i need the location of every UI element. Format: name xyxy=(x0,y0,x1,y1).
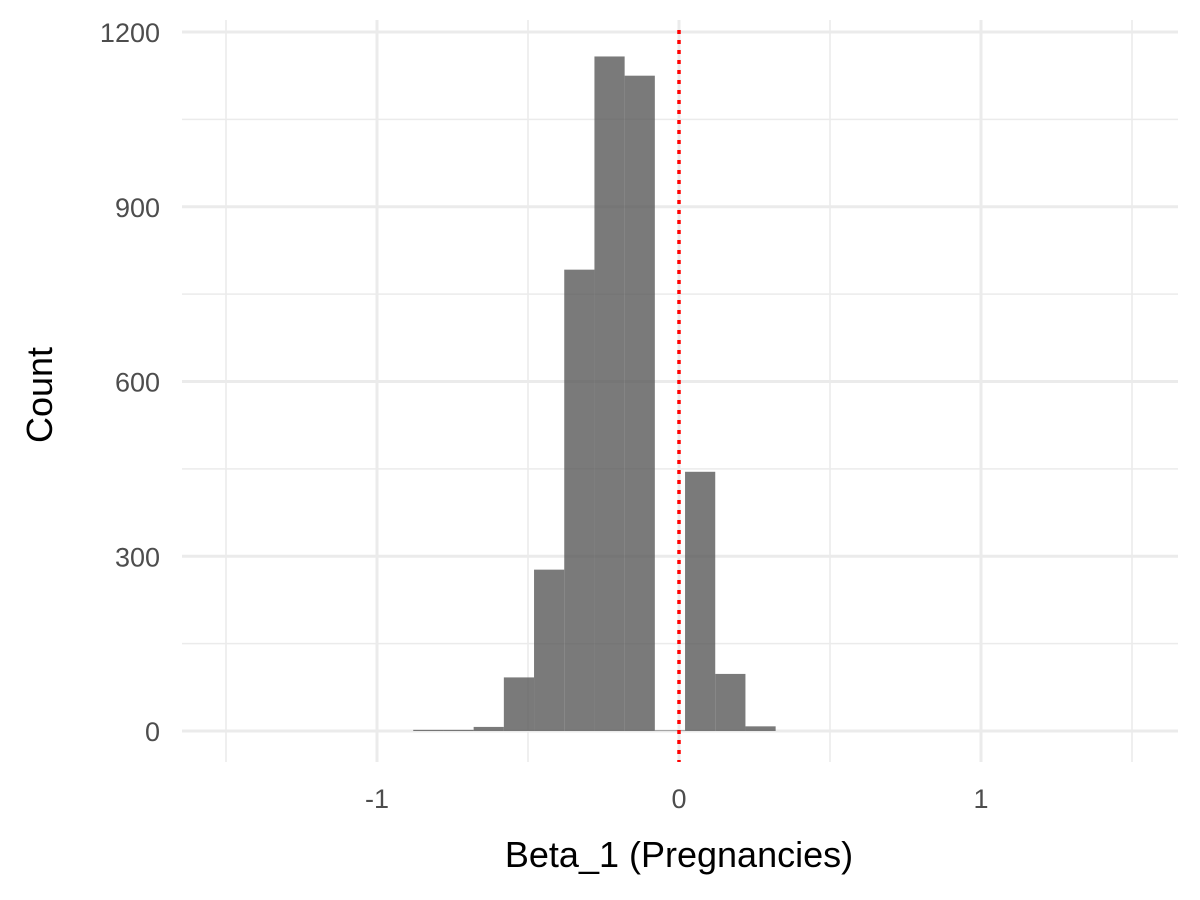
y-axis-title: Count xyxy=(19,347,60,443)
histogram-bars xyxy=(413,56,776,732)
x-tick-label: -1 xyxy=(365,784,389,814)
y-axis-tick-labels: 0 300 600 900 1200 xyxy=(100,18,160,747)
histogram-bar xyxy=(685,471,716,731)
x-tick-label: 1 xyxy=(973,784,988,814)
y-tick-label: 600 xyxy=(115,368,160,398)
histogram-bar xyxy=(654,730,686,732)
histogram-bar xyxy=(564,269,595,731)
histogram-bar xyxy=(503,677,535,731)
x-axis-title: Beta_1 (Pregnancies) xyxy=(505,834,853,875)
histogram-bar xyxy=(745,726,776,731)
histogram-bar xyxy=(594,56,625,731)
y-tick-label: 0 xyxy=(145,717,160,747)
histogram-bar xyxy=(715,673,746,731)
histogram-bar xyxy=(413,729,444,731)
x-axis-tick-labels: -1 0 1 xyxy=(365,784,989,814)
histogram-bar xyxy=(534,569,565,731)
y-tick-label: 900 xyxy=(115,193,160,223)
x-tick-label: 0 xyxy=(671,784,686,814)
histogram-bar xyxy=(624,75,655,731)
histogram-bar xyxy=(443,729,474,731)
y-tick-label: 300 xyxy=(115,542,160,572)
y-tick-label: 1200 xyxy=(100,18,160,48)
histogram-bar xyxy=(473,726,504,731)
